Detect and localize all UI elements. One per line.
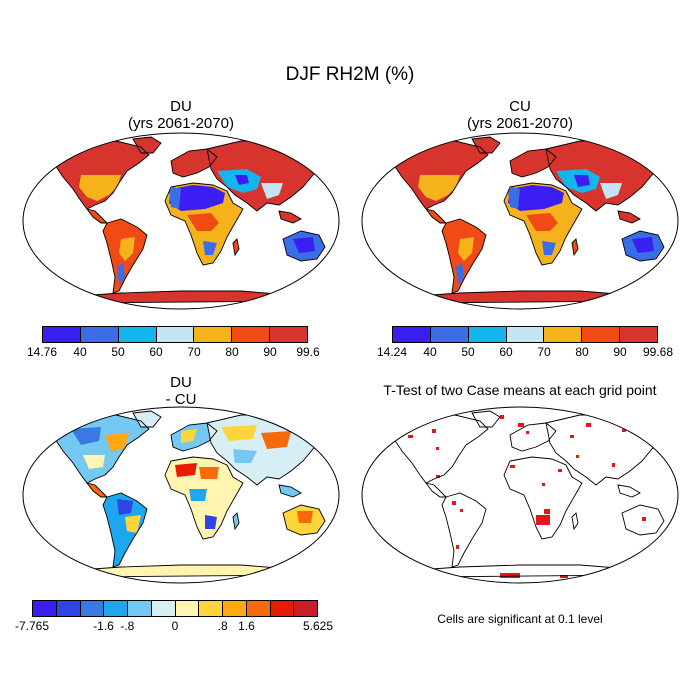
- colorbar-tick-label: 40: [423, 345, 437, 359]
- colorbar-tick-label: 40: [73, 345, 87, 359]
- du-title-line1: DU: [170, 98, 192, 115]
- colorbar-segment: [151, 601, 176, 616]
- significant-cell: [436, 475, 440, 478]
- colorbar-tick-label: 14.76: [26, 345, 58, 359]
- diff-title-line1: DU: [170, 374, 192, 391]
- colorbar-tick-label: 70: [187, 345, 201, 359]
- colorbar-segment: [468, 327, 507, 342]
- colorbar-tick-label: 60: [149, 345, 163, 359]
- du-panel-title: DU (yrs 2061-2070): [21, 98, 341, 132]
- colorbar-segment: [620, 327, 658, 342]
- colorbar-segment: [43, 327, 81, 342]
- colorbar-tick-label: 1.6: [238, 619, 255, 633]
- colorbar-segment: [430, 327, 469, 342]
- colorbar-segment: [194, 327, 233, 342]
- colorbar-segment: [80, 327, 119, 342]
- colorbar-segment: [246, 601, 271, 616]
- colorbar-tick-label: 90: [263, 345, 277, 359]
- colorbar-segment: [128, 601, 152, 616]
- colorbar-segment: [270, 327, 308, 342]
- significant-cell: [642, 517, 646, 521]
- colorbar-tick-label: 0: [171, 619, 179, 633]
- colorbar-segment: [582, 327, 621, 342]
- significant-cell: [510, 465, 515, 468]
- significant-cell: [542, 483, 545, 486]
- significant-cell: [432, 429, 436, 433]
- significant-cell: [560, 575, 568, 578]
- colorbar-segment: [393, 327, 431, 342]
- colorbar-segment: [270, 601, 295, 616]
- colorbar-tick-label: 99.68: [642, 345, 674, 359]
- significant-cell: [622, 429, 626, 432]
- colorbar-segment: [223, 601, 247, 616]
- colorbar-tick-label: 90: [613, 345, 627, 359]
- colorbar-tick-label: 60: [499, 345, 513, 359]
- du-map: [22, 132, 340, 310]
- diff-title-line2: - CU: [165, 391, 197, 408]
- significant-cell: [596, 573, 601, 576]
- colorbar-tick-label: -7.765: [14, 619, 50, 633]
- cu-map: [361, 132, 679, 310]
- colorbar-segment: [199, 601, 223, 616]
- significant-cell: [450, 577, 456, 580]
- colorbar-segment: [33, 601, 57, 616]
- colorbar-tick-label: 5.625: [302, 619, 334, 633]
- diff-panel-title: DU - CU: [21, 374, 341, 408]
- cu-title-line1: CU: [509, 98, 531, 115]
- significant-cell: [460, 509, 463, 512]
- ttest-map: [361, 406, 679, 584]
- colorbar-segment: [232, 327, 271, 342]
- colorbar-segment: [156, 327, 195, 342]
- significant-cell: [612, 463, 615, 467]
- significant-cell: [544, 509, 550, 514]
- significant-cell: [642, 425, 646, 429]
- significant-cell: [500, 573, 520, 578]
- significant-cell: [400, 423, 404, 426]
- significant-cell: [500, 415, 504, 419]
- cu-colorbar: [392, 326, 658, 343]
- significant-cell: [408, 435, 413, 438]
- diff-colorbar: [32, 600, 318, 617]
- colorbar-tick-label: -1.6: [93, 619, 114, 633]
- colorbar-tick-label: 14.24: [376, 345, 408, 359]
- significant-cell: [576, 455, 579, 458]
- colorbar-tick-label: 50: [111, 345, 125, 359]
- significant-cell: [536, 515, 550, 525]
- colorbar-segment: [175, 601, 200, 616]
- cu-title-line2: (yrs 2061-2070): [467, 115, 573, 132]
- colorbar-segment: [80, 601, 105, 616]
- colorbar-tick-label: .8: [217, 619, 228, 633]
- diff-map: [22, 406, 340, 584]
- significant-cell: [456, 545, 459, 549]
- colorbar-segment: [118, 327, 157, 342]
- cu-panel-title: CU (yrs 2061-2070): [360, 98, 680, 132]
- colorbar-tick-label: 80: [575, 345, 589, 359]
- significance-note: Cells are significant at 0.1 level: [437, 612, 603, 626]
- colorbar-tick-label: 80: [225, 345, 239, 359]
- colorbar-tick-label: 50: [461, 345, 475, 359]
- colorbar-segment: [506, 327, 545, 342]
- colorbar-segment: [104, 601, 128, 616]
- colorbar-segment: [56, 601, 81, 616]
- figure-title: DJF RH2M (%): [285, 64, 415, 85]
- colorbar-tick-label: 99.6: [296, 345, 320, 359]
- colorbar-tick-label: -.8: [120, 619, 135, 633]
- significant-cell: [436, 447, 439, 450]
- du-colorbar: [42, 326, 308, 343]
- significant-cell: [526, 431, 529, 434]
- colorbar-tick-label: 70: [537, 345, 551, 359]
- significant-cell: [558, 469, 562, 472]
- colorbar-segment: [294, 601, 317, 616]
- colorbar-segment: [544, 327, 583, 342]
- significant-cell: [570, 435, 574, 438]
- significant-cell: [586, 423, 591, 427]
- significant-cell: [452, 501, 456, 505]
- significant-cell: [518, 423, 524, 427]
- du-title-line2: (yrs 2061-2070): [128, 115, 234, 132]
- ttest-panel-title: T-Test of two Case means at each grid po…: [383, 382, 657, 398]
